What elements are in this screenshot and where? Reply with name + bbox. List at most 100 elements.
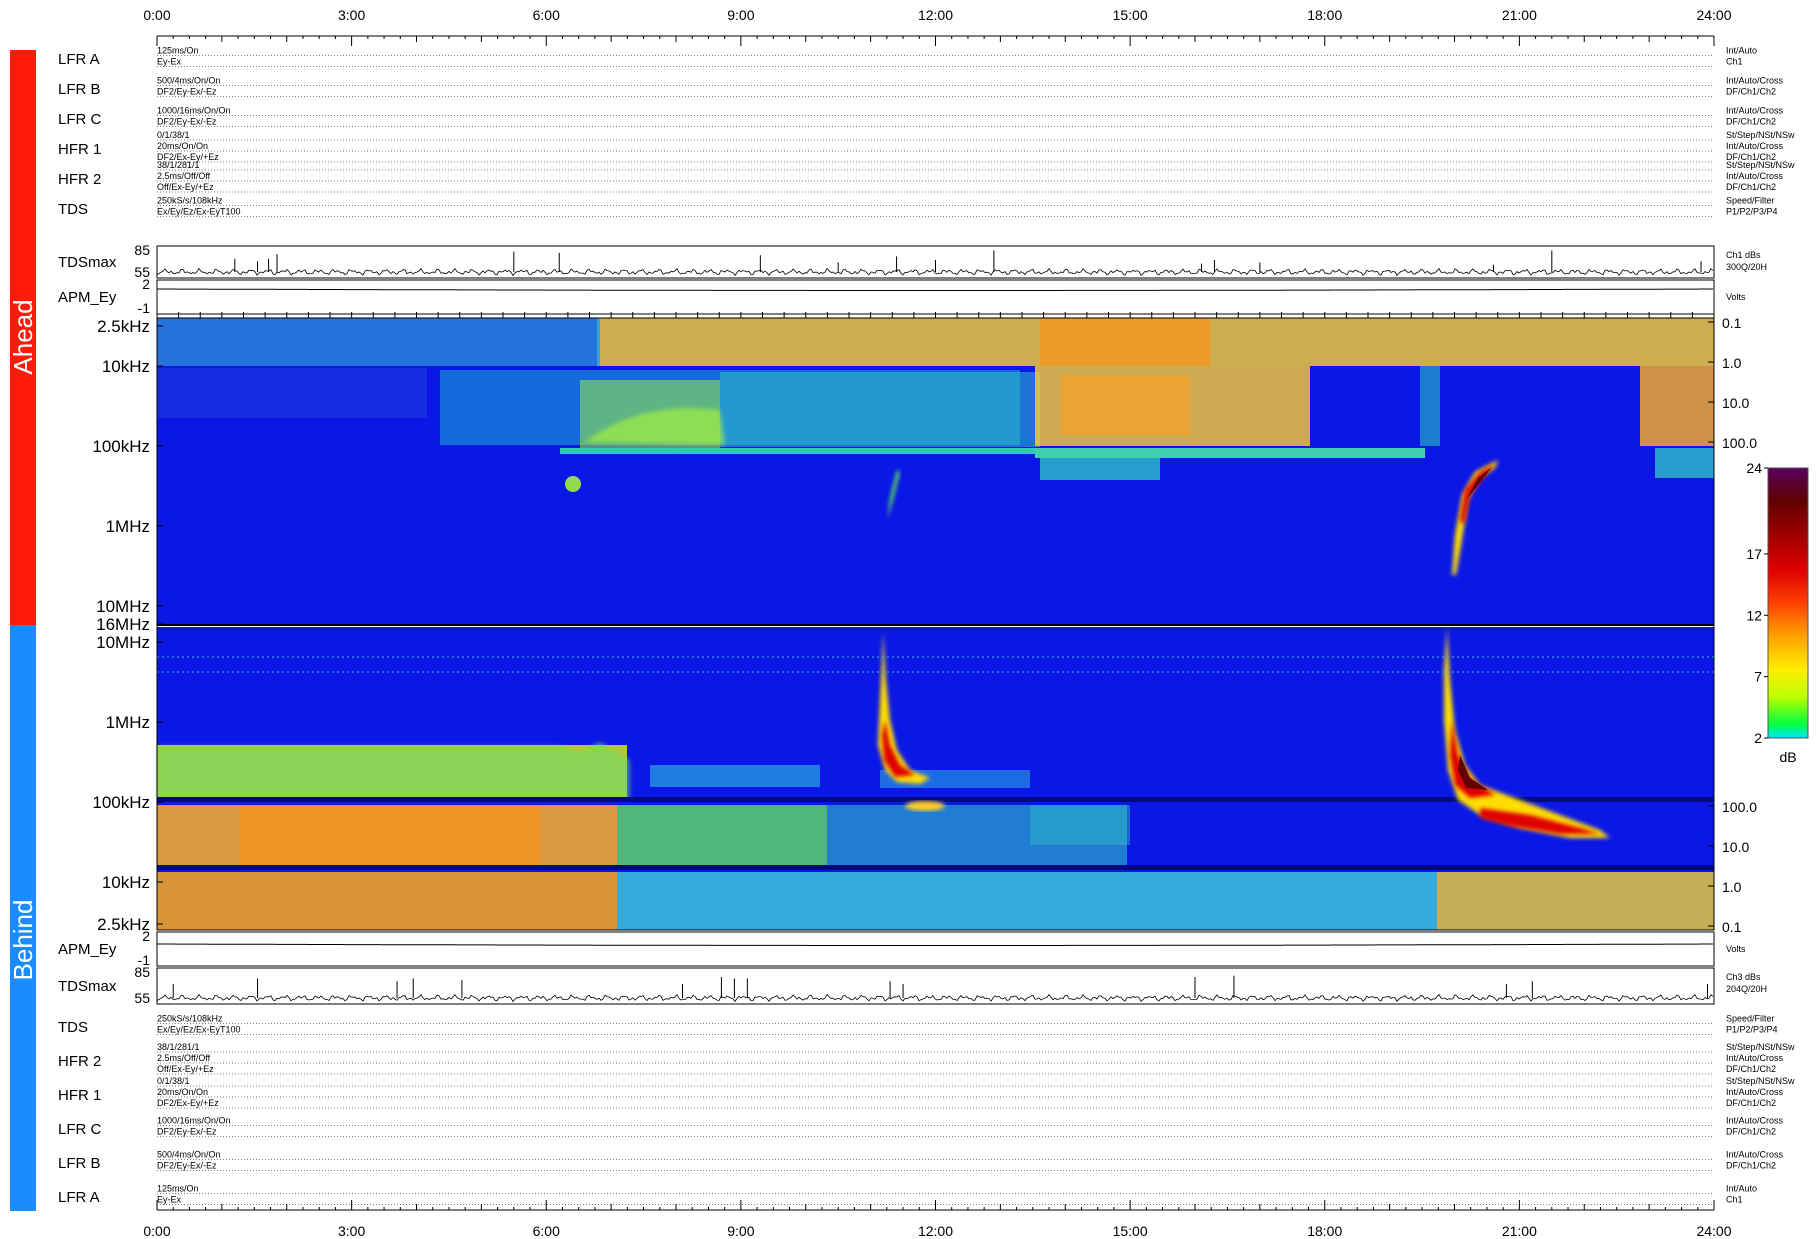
ahead-apm-panel: APM_Ey 2 -1 Volts xyxy=(58,276,1746,316)
row-right-note: St/Step/NSt/NSw xyxy=(1726,160,1795,170)
row-label: TDS xyxy=(58,1019,88,1036)
ahead-freq-label: 10MHz xyxy=(96,597,150,616)
bottom-time-tick-label: 9:00 xyxy=(727,1223,754,1239)
tdsmax-tick: 55 xyxy=(134,264,150,280)
row-right-note: Speed/Filter xyxy=(1726,1014,1775,1024)
row-right-note: DF/Ch1/Ch2 xyxy=(1726,1064,1776,1074)
row-left-note: Ey-Ex xyxy=(157,57,182,67)
apm-label: APM_Ey xyxy=(58,289,117,306)
row-label: LFR B xyxy=(58,81,101,98)
row-right-note: Int/Auto xyxy=(1726,1184,1757,1194)
colorbar-tick-label: 17 xyxy=(1746,546,1762,562)
behind-freq-label: 10kHz xyxy=(102,873,150,892)
apm-tick: -1 xyxy=(138,952,151,968)
row-left-note: 20ms/On/On xyxy=(157,141,208,151)
row-left-note: Off/Ex-Ey/+Ez xyxy=(157,1064,214,1074)
bottom-time-tick-label: 15:00 xyxy=(1113,1223,1148,1239)
top-time-tick-label: 24:00 xyxy=(1696,7,1731,23)
behind-freq-label: 100kHz xyxy=(92,793,150,812)
behind-right-label: 10.0 xyxy=(1722,839,1749,855)
row-left-note: 500/4ms/On/On xyxy=(157,76,221,86)
tdsmax-right-note: Ch3 dBs xyxy=(1726,972,1761,982)
row-label: LFR A xyxy=(58,1189,100,1206)
row-label: LFR B xyxy=(58,1155,101,1172)
tdsmax-tick: 55 xyxy=(134,990,150,1006)
row-left-note: 0/1/38/1 xyxy=(157,1076,190,1086)
row-left-note: 1000/16ms/On/On xyxy=(157,106,231,116)
colorbar-tick-label: 12 xyxy=(1746,607,1762,623)
row-label: HFR 2 xyxy=(58,1053,101,1070)
colorbar: 24 17 12 7 2 dB xyxy=(1746,460,1809,765)
bottom-time-tick-label: 0:00 xyxy=(143,1223,170,1239)
colorbar-gradient xyxy=(1767,467,1809,739)
row-right-note: Int/Auto/Cross xyxy=(1726,76,1784,86)
row-right-note: DF/Ch1/Ch2 xyxy=(1726,87,1776,97)
tdsmax-tick: 85 xyxy=(134,242,150,258)
top-time-tick-label: 6:00 xyxy=(533,7,560,23)
row-left-note: 20ms/On/On xyxy=(157,1087,208,1097)
row-left-note: 0/1/38/1 xyxy=(157,130,190,140)
tdsmax-label: TDSmax xyxy=(58,254,117,271)
apm-right-note: Volts xyxy=(1726,944,1746,954)
apm-tick: 2 xyxy=(142,928,150,944)
behind-freq-label: 1MHz xyxy=(106,713,150,732)
row-label: HFR 1 xyxy=(58,141,101,158)
row-label: LFR A xyxy=(58,51,100,68)
behind-tdsmax-panel: TDSmax 85 55 Ch3 dBs 204Q/20H xyxy=(58,964,1767,1006)
tdsmax-right-note: 204Q/20H xyxy=(1726,984,1767,994)
row-right-note: Int/Auto xyxy=(1726,46,1757,56)
row-right-note: Ch1 xyxy=(1726,57,1743,67)
tdsmax-tick: 85 xyxy=(134,964,150,980)
bottom-time-tick-label: 18:00 xyxy=(1307,1223,1342,1239)
behind-right-label: 0.1 xyxy=(1722,919,1742,935)
ahead-side-label: Ahead xyxy=(8,299,38,374)
ahead-right-label: 10.0 xyxy=(1722,395,1749,411)
apm-label: APM_Ey xyxy=(58,941,117,958)
top-time-tick-label: 3:00 xyxy=(338,7,365,23)
spectrogram xyxy=(156,317,1715,931)
row-right-note: DF/Ch1/Ch2 xyxy=(1726,182,1776,192)
row-left-note: Ex/Ey/Ez/Ex-EyT100 xyxy=(157,1025,241,1035)
row-left-note: 125ms/On xyxy=(157,46,199,56)
row-right-note: Int/Auto/Cross xyxy=(1726,171,1784,181)
tdsmax-label: TDSmax xyxy=(58,978,117,995)
row-label: HFR 1 xyxy=(58,1087,101,1104)
bottom-time-tick-label: 6:00 xyxy=(533,1223,560,1239)
right-scale-labels: 0.1 1.0 10.0 100.0 100.0 10.0 1.0 0.1 xyxy=(1708,315,1757,935)
row-left-note: 1000/16ms/On/On xyxy=(157,1116,231,1126)
row-right-note: Int/Auto/Cross xyxy=(1726,106,1784,116)
behind-right-label: 100.0 xyxy=(1722,799,1757,815)
row-label: HFR 2 xyxy=(58,171,101,188)
colorbar-tick-label: 2 xyxy=(1754,730,1762,746)
row-left-note: 38/1/281/1 xyxy=(157,160,200,170)
row-right-note: Ch1 xyxy=(1726,1195,1743,1205)
colorbar-tick-label: 24 xyxy=(1746,460,1762,476)
apm-tick: 2 xyxy=(142,276,150,292)
row-right-note: Int/Auto/Cross xyxy=(1726,1116,1784,1126)
top-time-tick-label: 0:00 xyxy=(143,7,170,23)
row-right-note: St/Step/NSt/NSw xyxy=(1726,130,1795,140)
row-right-note: St/Step/NSt/NSw xyxy=(1726,1076,1795,1086)
row-label: LFR C xyxy=(58,111,102,128)
row-left-note: DF2/Ey-Ex/-Ez xyxy=(157,87,217,97)
top-time-tick-label: 12:00 xyxy=(918,7,953,23)
bottom-time-tick-label: 21:00 xyxy=(1502,1223,1537,1239)
row-right-note: Int/Auto/Cross xyxy=(1726,1053,1784,1063)
row-left-note: DF2/Ex-Ey/+Ez xyxy=(157,1098,219,1108)
ahead-freq-label: 100kHz xyxy=(92,437,150,456)
apm-tick: -1 xyxy=(138,300,151,316)
top-time-tick-label: 9:00 xyxy=(727,7,754,23)
behind-freq-label: 16MHz xyxy=(96,615,150,634)
ahead-freq-label: 10kHz xyxy=(102,357,150,376)
behind-freq-label: 2.5kHz xyxy=(97,915,150,934)
row-left-note: DF2/Ex-Ey/+Ez xyxy=(157,152,219,162)
row-right-note: DF/Ch1/Ch2 xyxy=(1726,152,1776,162)
top-time-tick-label: 21:00 xyxy=(1502,7,1537,23)
ahead-freq-label: 1MHz xyxy=(106,517,150,536)
behind-right-label: 1.0 xyxy=(1722,879,1742,895)
apm-right-note: Volts xyxy=(1726,292,1746,302)
row-left-note: DF2/Ey-Ex/-Ez xyxy=(157,1161,217,1171)
